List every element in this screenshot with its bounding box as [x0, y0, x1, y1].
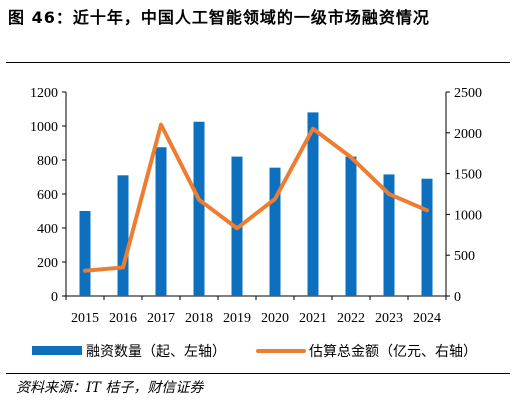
- y-right-tick-label: 1000: [454, 208, 482, 223]
- y-left-tick-label: 0: [51, 290, 58, 305]
- x-tick-label: 2019: [223, 311, 251, 326]
- x-tick-label: 2024: [413, 311, 441, 326]
- x-tick-label: 2016: [109, 311, 137, 326]
- chart-title: 图 46：近十年，中国人工智能领域的一级市场融资情况: [8, 8, 430, 27]
- combo-chart: 0 200 400 600 800 1000 1200 0 500 1000 1500 2000 250…: [30, 86, 482, 360]
- x-tick-label: 2020: [261, 311, 289, 326]
- y-left-tick-label: 400: [37, 222, 58, 237]
- y-right-tick-label: 1500: [454, 168, 482, 183]
- y-right-tick-label: 0: [454, 290, 461, 305]
- x-tick-label: 2015: [71, 311, 99, 326]
- x-tick-label: 2021: [299, 311, 327, 326]
- legend-swatch-bar: [32, 346, 82, 355]
- y-left-tick-label: 600: [37, 188, 58, 203]
- legend-label-line: 估算总金额（亿元、右轴）: [309, 344, 477, 360]
- y-left-tick-label: 200: [37, 256, 58, 271]
- x-tick-label: 2017: [147, 311, 175, 326]
- legend-label-bar: 融资数量（起、左轴）: [86, 344, 226, 360]
- bar: [269, 167, 281, 296]
- bar: [383, 174, 395, 296]
- y-left-tick-label: 1200: [30, 86, 58, 101]
- y-left-tick-label: 800: [37, 154, 58, 169]
- y-right-tick-label: 2000: [454, 127, 482, 142]
- x-tick-label: 2023: [375, 311, 403, 326]
- bar: [345, 156, 357, 296]
- bar: [421, 178, 433, 296]
- bar: [117, 175, 129, 296]
- line-series: [83, 122, 429, 273]
- bar: [155, 147, 167, 296]
- source-note: 资料来源：IT 桔子，财信证券: [16, 380, 204, 396]
- bar: [79, 211, 91, 296]
- y-right-tick-label: 2500: [454, 86, 482, 101]
- bottom-rule: [6, 373, 510, 374]
- bar: [307, 112, 319, 297]
- x-tick-label: 2022: [337, 311, 365, 326]
- bar: [193, 121, 205, 296]
- top-rule: [6, 62, 510, 63]
- y-right-tick-label: 500: [454, 249, 475, 264]
- y-left-tick-label: 1000: [30, 120, 58, 135]
- x-tick-label: 2018: [185, 311, 213, 326]
